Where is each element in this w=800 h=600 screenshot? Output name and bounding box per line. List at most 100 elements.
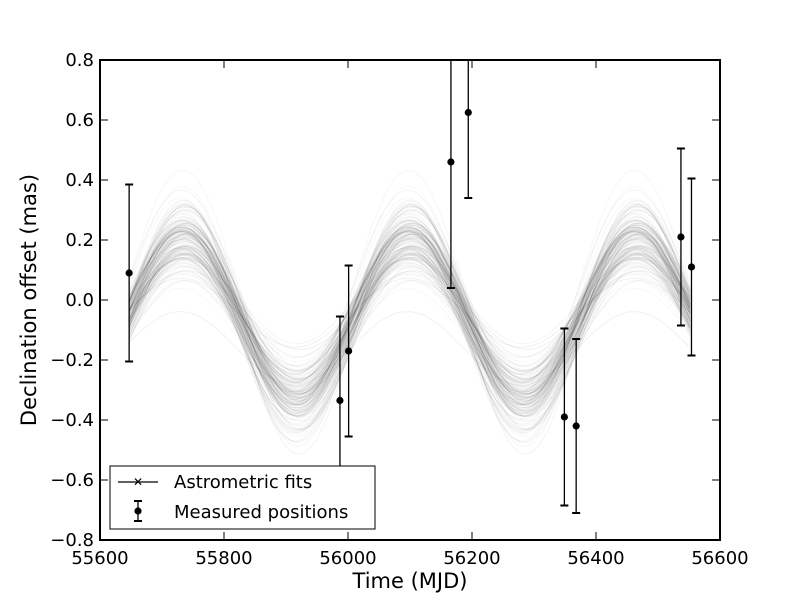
fit-curve	[128, 224, 691, 393]
fit-curve	[128, 270, 691, 351]
y-tick-label: 0.0	[65, 290, 94, 311]
fit-curve	[128, 246, 691, 401]
fit-curve	[128, 257, 691, 376]
fit-curve	[128, 258, 691, 375]
fit-curve	[128, 253, 691, 412]
fit-curve	[128, 270, 691, 396]
fit-curve	[128, 232, 691, 430]
fit-curve	[128, 311, 691, 386]
x-tick-label: 56600	[691, 548, 748, 569]
fit-curve	[128, 209, 691, 398]
fit-curve	[128, 245, 691, 417]
y-tick-label: 0.8	[65, 50, 94, 71]
fit-curve	[128, 219, 691, 403]
fit-curve	[128, 220, 691, 410]
fit-curve	[128, 226, 691, 414]
x-tick-label: 56200	[443, 548, 500, 569]
fit-curve	[128, 230, 691, 373]
x-tick-label: 55800	[195, 548, 252, 569]
y-tick-label: −0.4	[50, 410, 94, 431]
fit-curve	[129, 280, 690, 394]
x-tick-label: 56400	[567, 548, 624, 569]
x-axis-label: Time (MJD)	[352, 569, 468, 593]
fit-curve	[128, 257, 691, 345]
fit-curve	[128, 253, 691, 431]
measured-point	[125, 183, 134, 363]
fit-curve	[128, 227, 691, 367]
measured-point	[344, 264, 353, 438]
legend-box	[109, 465, 376, 530]
y-tick-label: −0.8	[50, 530, 94, 551]
fit-curve	[128, 216, 691, 406]
measured-point	[560, 327, 569, 507]
y-tick-label: 0.4	[65, 170, 94, 191]
fit-curve	[128, 224, 691, 443]
fit-curve	[128, 219, 691, 383]
fit-curve	[128, 252, 691, 358]
fit-curve	[128, 253, 691, 380]
x-axis: 55600 55800 56000 56200 56400 56600	[71, 60, 749, 569]
fit-curve	[128, 254, 691, 405]
fit-curve	[128, 243, 691, 367]
y-tick-label: 0.2	[65, 230, 94, 251]
fit-curve	[128, 253, 691, 392]
fit-curve	[128, 222, 691, 400]
fit-curve	[128, 259, 691, 406]
measured-point	[464, 60, 473, 199]
fit-curve	[128, 280, 691, 395]
fit-curve	[128, 241, 691, 388]
measured-point	[676, 147, 685, 327]
measured-point	[572, 338, 581, 514]
fit-curve	[128, 252, 691, 385]
fit-curve	[128, 228, 691, 395]
fit-curve	[128, 258, 691, 427]
fit-curve	[128, 231, 691, 395]
fit-curve	[128, 222, 691, 380]
fit-curve	[128, 203, 691, 415]
fit-curve	[128, 231, 691, 392]
fit-curve	[128, 220, 691, 384]
fit-curve	[128, 230, 691, 399]
fit-curve	[128, 247, 691, 401]
fit-curve	[128, 216, 691, 416]
fit-curve	[128, 237, 691, 393]
fit-curve	[128, 248, 691, 406]
measured-point	[446, 60, 455, 289]
fit-curve	[128, 265, 691, 387]
fit-curve	[128, 231, 691, 371]
astrometric-fits-layer	[128, 189, 691, 455]
fit-curve	[128, 277, 691, 348]
fit-curve	[128, 226, 691, 393]
fit-curve	[128, 263, 691, 384]
fit-curve	[128, 233, 691, 417]
fit-curve	[128, 256, 691, 372]
x-tick-label: 56000	[319, 548, 376, 569]
y-tick-label: 0.6	[65, 110, 94, 131]
legend: ✕ Astrometric fits Measured positions	[109, 465, 376, 530]
fit-curve	[128, 231, 691, 433]
measured-positions-layer	[125, 60, 696, 514]
y-tick-label: −0.2	[50, 350, 94, 371]
y-tick-label: −0.6	[50, 470, 94, 491]
fit-curve	[128, 245, 691, 392]
y-axis: −0.8 −0.6 −0.4 −0.2 0.0 0.2 0.4 0.6 0.8	[50, 50, 720, 551]
fit-curve	[128, 236, 691, 376]
fit-curve	[128, 247, 691, 420]
fit-curve	[128, 222, 691, 398]
legend-measured-label: Measured positions	[174, 502, 348, 523]
fit-curve	[128, 226, 691, 397]
fit-curve	[128, 254, 691, 395]
fit-curve	[128, 232, 691, 412]
fit-curve	[128, 235, 691, 430]
fit-curve	[128, 234, 691, 411]
fit-curve	[128, 250, 691, 382]
fit-curve	[128, 205, 691, 402]
fit-curve	[128, 228, 691, 442]
fit-curve	[128, 203, 691, 455]
x-tick-label: 55600	[71, 548, 128, 569]
legend-fit-label: Astrometric fits	[174, 472, 312, 493]
measured-point	[687, 177, 696, 357]
legend-errorbar-icon	[134, 500, 142, 522]
fit-curve	[128, 266, 691, 417]
fit-curve	[128, 205, 691, 402]
